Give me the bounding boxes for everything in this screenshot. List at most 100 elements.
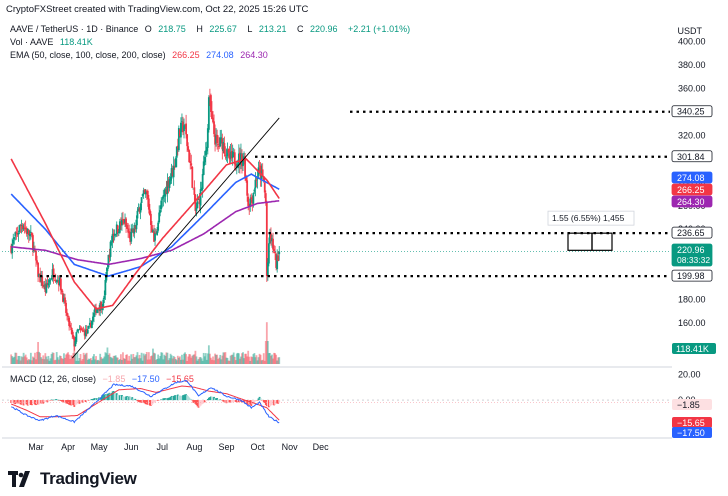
candle-body xyxy=(166,181,169,194)
price-tag-text-level: 301.84 xyxy=(677,152,705,162)
candle-body xyxy=(21,225,24,230)
candle-body xyxy=(84,329,87,337)
volume-bar xyxy=(270,355,272,364)
volume-bar xyxy=(273,352,275,364)
macd-hist-bar xyxy=(111,391,114,401)
candle-body xyxy=(163,195,166,196)
macd-hist-bar xyxy=(101,395,104,401)
volume-bar xyxy=(199,357,202,364)
macd-hist-bar xyxy=(211,396,213,401)
candle-body xyxy=(229,151,232,158)
candle-body xyxy=(142,190,145,195)
volume-bar xyxy=(278,357,281,364)
volume-bar xyxy=(142,353,145,364)
macd-hist-bar xyxy=(88,400,91,401)
volume-bar xyxy=(257,357,260,364)
volume-bar xyxy=(233,356,236,364)
candle-body xyxy=(202,161,205,175)
macd-hist-bar xyxy=(230,400,233,403)
symbol-legend[interactable]: AAVE / TetherUS · 1D · Binance O 218.75 … xyxy=(10,24,414,34)
volume-bar xyxy=(187,356,190,364)
macd-hist-bar xyxy=(34,400,36,405)
candle-body xyxy=(205,146,208,152)
time-tick-oct: Oct xyxy=(250,442,265,452)
macd-hist-bar xyxy=(108,392,111,401)
macd-hist-bar xyxy=(87,400,90,401)
macd-hist-bar xyxy=(59,400,62,401)
candle-body xyxy=(173,166,176,168)
candle-body xyxy=(68,317,71,327)
volume-bar xyxy=(38,351,41,364)
price-tag-level xyxy=(671,150,713,163)
candle-body xyxy=(117,232,120,233)
tradingview-logo[interactable]: TradingView xyxy=(8,469,137,489)
candle-body xyxy=(70,327,73,331)
candle-body xyxy=(17,232,20,235)
volume-bar xyxy=(210,357,212,364)
volume-bar xyxy=(155,359,157,364)
candle-body xyxy=(106,268,109,272)
volume-bar xyxy=(26,360,29,364)
candle-body xyxy=(278,251,281,255)
macd-hist-bar xyxy=(135,400,138,401)
time-tick-sep: Sep xyxy=(218,442,234,452)
high-value: 225.67 xyxy=(209,24,237,34)
volume-bar xyxy=(138,355,141,364)
low-value: 213.21 xyxy=(258,24,287,34)
candle-body xyxy=(145,191,148,192)
candle-body xyxy=(214,134,216,145)
volume-bar xyxy=(228,360,231,364)
macd-hist-bar xyxy=(253,400,256,403)
macd-hist-bar xyxy=(233,400,236,402)
macd-hist-bar xyxy=(126,396,128,401)
macd-hist-bar xyxy=(74,400,77,406)
time-tick-dec: Dec xyxy=(313,442,330,452)
candle-body xyxy=(201,174,204,190)
candle-body xyxy=(79,328,82,330)
candle-body xyxy=(275,254,278,268)
candle-body xyxy=(225,156,228,158)
ema200-line xyxy=(11,200,280,266)
candle-body xyxy=(124,219,126,223)
volume-bar xyxy=(134,357,137,364)
volume-bar xyxy=(176,355,179,364)
macd-hist-bar xyxy=(133,399,136,401)
candle-body xyxy=(62,293,64,302)
volume-bar xyxy=(201,360,204,364)
candle-body xyxy=(89,322,92,328)
macd-legend[interactable]: MACD (12, 26, close) −1.85 −17.50 −15.65 xyxy=(10,374,198,384)
macd-hist-bar xyxy=(24,400,27,405)
macd-hist-bar xyxy=(260,400,263,401)
macd-hist-bar xyxy=(256,400,259,401)
volume-bar xyxy=(227,360,230,364)
candle-body xyxy=(226,149,229,157)
candle-body xyxy=(169,176,172,181)
volume-legend[interactable]: Vol · AAVE 118.41K xyxy=(10,37,97,47)
volume-bar xyxy=(242,352,244,364)
candle-body xyxy=(144,191,147,195)
candle-body xyxy=(27,229,30,236)
ema-legend[interactable]: EMA (50, close, 100, close, 200, close) … xyxy=(10,50,272,60)
macd-hist-bar xyxy=(77,400,80,404)
volume-bar xyxy=(192,354,195,364)
candle-body xyxy=(192,188,195,190)
volume-bar xyxy=(34,352,36,364)
candle-body xyxy=(246,180,249,196)
macd-hist-bar xyxy=(94,398,96,401)
macd-hist-bar xyxy=(202,400,205,403)
volume-bar xyxy=(114,355,117,364)
macd-hist-bar xyxy=(157,400,160,401)
candle-body xyxy=(11,244,14,254)
volume-bar xyxy=(129,360,132,364)
macd-hist-bar xyxy=(206,398,209,401)
macd-hist-bar xyxy=(163,398,166,401)
macd-hist-bar xyxy=(49,400,52,401)
macd-hist-bar xyxy=(175,395,178,401)
ema-label: EMA (50, close, 100, close, 200, close) xyxy=(10,50,166,60)
macd-hist-bar xyxy=(168,397,171,401)
candle-body xyxy=(146,190,149,200)
ema200-value: 264.30 xyxy=(240,50,268,60)
candle-body xyxy=(63,298,65,302)
price-tag-text-level: 199.98 xyxy=(677,271,705,281)
